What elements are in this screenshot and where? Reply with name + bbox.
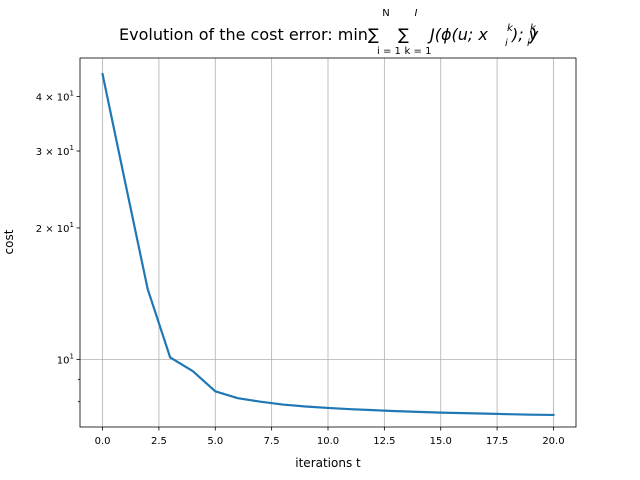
title-mid: ); y	[511, 25, 539, 44]
title-sum1-top: N	[382, 8, 389, 19]
title-y-sup: k	[530, 23, 537, 34]
x-tick-label: 12.5	[373, 436, 395, 447]
title-sum2-top: I	[415, 8, 418, 19]
title-y-sub: i	[527, 38, 530, 49]
tick-layer: 0.0 2.5 5.0 7.5 10.0 12.5 15.0 17.5 20.0 101 2 × 1…	[36, 89, 565, 447]
title-x-sub: i	[505, 38, 508, 49]
title-sum2-sigma: ∑	[398, 25, 409, 44]
y-tick-label: 4 × 101	[36, 89, 74, 103]
grid-layer	[80, 58, 576, 427]
title-sum2-bottom: k = 1	[405, 46, 432, 57]
x-tick-label: 2.5	[151, 436, 167, 447]
title-sum1-sigma: ∑	[368, 25, 379, 44]
y-tick-label: 2 × 101	[36, 221, 74, 235]
title-end: )	[530, 25, 537, 44]
x-tick-label: 20.0	[542, 436, 564, 447]
y-axis-label: cost	[2, 229, 16, 254]
chart-title: Evolution of the cost error: min ∑ N i =…	[119, 8, 539, 57]
x-axis-label: iterations t	[295, 456, 361, 470]
line-layer	[101, 72, 555, 417]
title-body: J(ϕ(u; x	[427, 25, 488, 44]
series-line-cost	[101, 72, 555, 417]
x-tick-label: 0.0	[95, 436, 111, 447]
x-tick-label: 17.5	[486, 436, 508, 447]
title-prefix: Evolution of the cost error: min	[119, 25, 368, 44]
x-tick-label: 10.0	[317, 436, 339, 447]
title-x-sup: k	[507, 23, 514, 34]
x-tick-label: 5.0	[207, 436, 223, 447]
y-tick-label: 101	[57, 352, 74, 366]
title-sum1-bottom: i = 1	[377, 46, 401, 57]
y-tick-label: 3 × 101	[36, 144, 74, 158]
x-tick-label: 15.0	[430, 436, 452, 447]
x-tick-label: 7.5	[264, 436, 280, 447]
